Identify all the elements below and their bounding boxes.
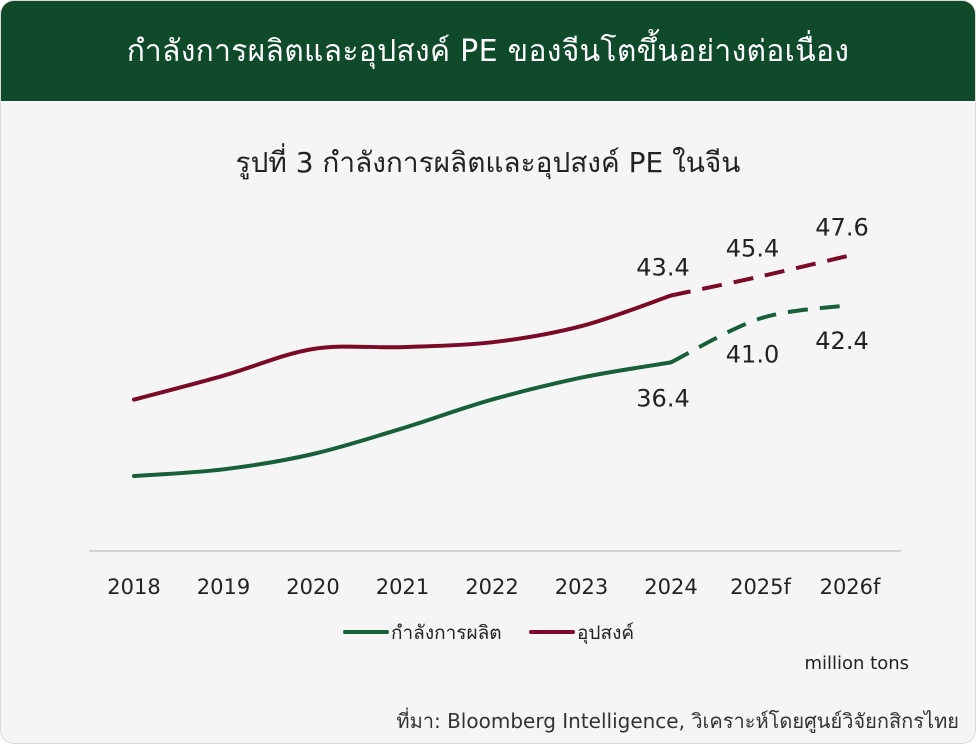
- data-label: 36.4: [636, 384, 689, 412]
- series-line-forecast: [670, 253, 851, 298]
- x-tick-label: 2019: [197, 575, 250, 599]
- legend-label: กำลังการผลิต: [391, 622, 502, 644]
- series-line-actual: [132, 360, 673, 478]
- x-tick-label: 2021: [376, 575, 429, 599]
- data-label: 45.4: [726, 234, 779, 262]
- x-tick-label: 2025f: [730, 575, 791, 599]
- data-label: 41.0: [726, 340, 779, 368]
- header-banner: กำลังการผลิตและอุปสงค์ PE ของจีนโตขึ้นอย…: [1, 1, 975, 101]
- chart-title: รูปที่ 3 กำลังการผลิตและอุปสงค์ PE ในจีน: [235, 146, 741, 179]
- unit-label: million tons: [804, 653, 909, 674]
- x-tick-label: 2018: [107, 575, 160, 599]
- legend-label: อุปสงค์: [577, 622, 634, 645]
- data-label: 47.6: [815, 213, 868, 241]
- series-line-forecast: [670, 303, 851, 365]
- x-tick-label: 2026f: [820, 575, 881, 599]
- series-line-actual: [132, 293, 673, 402]
- data-label: 43.4: [636, 254, 689, 282]
- x-tick-label: 2024: [644, 575, 697, 599]
- x-tick-label: 2023: [555, 575, 608, 599]
- x-tick-label: 2020: [286, 575, 339, 599]
- x-tick-label: 2022: [465, 575, 518, 599]
- data-label: 42.4: [815, 327, 868, 355]
- source-note: ที่มา: Bloomberg Intelligence, วิเคราะห์…: [396, 709, 959, 733]
- header-title: กำลังการผลิตและอุปสงค์ PE ของจีนโตขึ้นอย…: [126, 33, 850, 69]
